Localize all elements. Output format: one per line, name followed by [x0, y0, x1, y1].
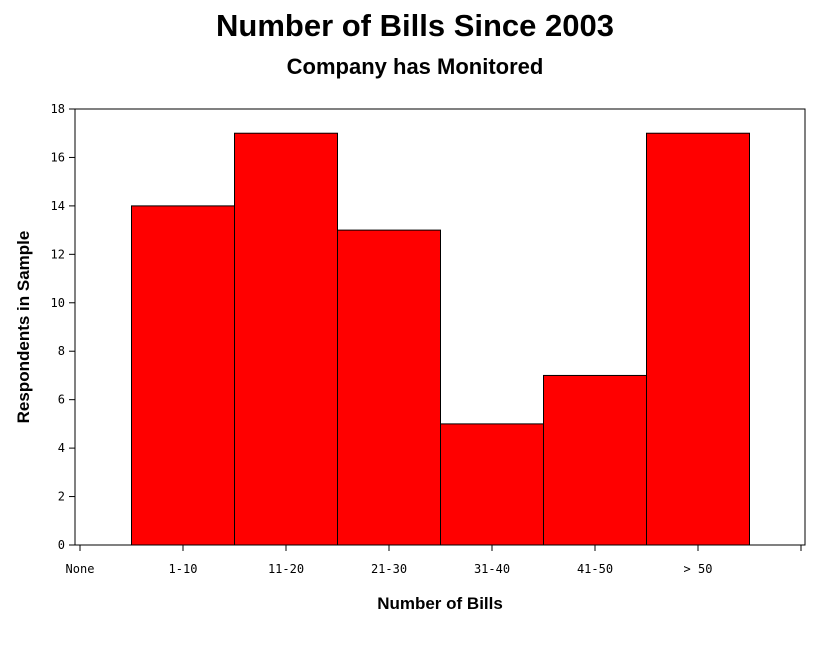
bar-5	[543, 374, 647, 546]
x-tick-label: 11-20	[268, 562, 304, 576]
x-tick-label: 31-40	[474, 562, 510, 576]
x-axis-label: Number of Bills	[377, 594, 503, 613]
y-tick-label: 18	[51, 102, 65, 116]
x-tick-label: 21-30	[371, 562, 407, 576]
y-tick-label: 8	[58, 344, 65, 358]
bar-4	[440, 423, 544, 546]
y-tick-label: 12	[51, 247, 65, 261]
y-tick-label: 6	[58, 393, 65, 407]
chart-title: Number of Bills Since 2003	[216, 8, 614, 43]
chart-subtitle: Company has Monitored	[286, 54, 544, 79]
y-tick-label: 2	[58, 490, 65, 504]
x-tick-label: 1-10	[169, 562, 198, 576]
y-tick-label: 0	[58, 538, 65, 552]
bar-2	[234, 132, 338, 546]
bar-3	[337, 229, 441, 546]
y-axis-label: Respondents in Sample	[14, 231, 33, 424]
y-tick-label: 4	[58, 441, 65, 455]
x-tick-label: > 50	[684, 562, 713, 576]
x-tick-label: 41-50	[577, 562, 613, 576]
bar-1	[131, 205, 235, 546]
bar-6	[646, 132, 750, 546]
y-tick-label: 14	[51, 199, 65, 213]
y-tick-label: 10	[51, 296, 65, 310]
y-tick-label: 16	[51, 150, 65, 164]
x-tick-label: None	[66, 562, 95, 576]
